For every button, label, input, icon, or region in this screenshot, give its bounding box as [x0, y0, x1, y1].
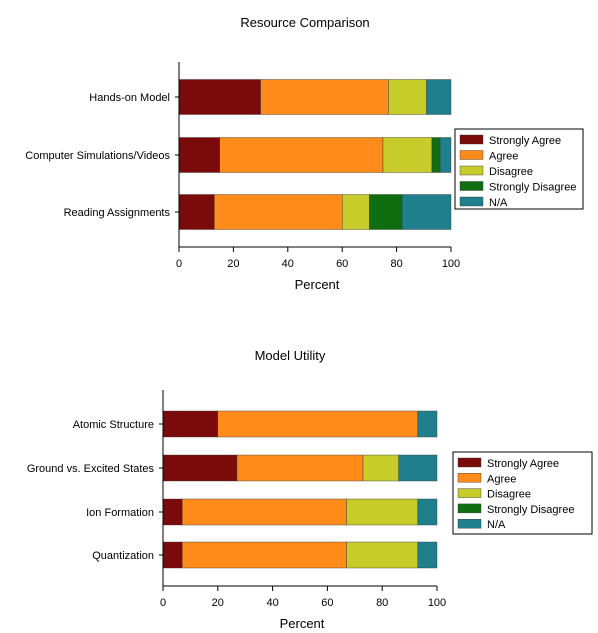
legend-swatch — [459, 165, 484, 176]
legend-label: N/A — [489, 197, 508, 209]
x-axis-title: Percent — [295, 277, 340, 292]
bar-segment — [178, 79, 261, 115]
x-tick-label: 80 — [390, 258, 402, 270]
x-tick-label: 100 — [442, 258, 460, 270]
category-label: Atomic Structure — [73, 419, 154, 431]
bar-segment — [162, 498, 183, 526]
category-label: Quantization — [92, 550, 154, 562]
bar-segment — [439, 137, 452, 173]
x-tick-label: 40 — [266, 597, 278, 609]
bar-segment — [162, 454, 238, 482]
chart-title: Resource Comparison — [240, 15, 369, 30]
x-axis-title: Percent — [280, 616, 325, 628]
bar-segment — [388, 79, 427, 115]
bar-segment — [369, 194, 403, 230]
bar-segment — [398, 454, 438, 482]
x-tick-label: 60 — [336, 258, 348, 270]
legend-swatch — [457, 473, 482, 483]
bar-segment — [219, 137, 384, 173]
bar-segment — [214, 194, 343, 230]
bar-segment — [382, 137, 433, 173]
legend-label: Agree — [487, 473, 516, 485]
bar-segment — [346, 541, 419, 569]
x-tick-label: 0 — [176, 258, 182, 270]
bar-segment — [217, 410, 419, 438]
legend-label: Disagree — [487, 489, 531, 501]
bar-segment — [417, 541, 438, 569]
legend-swatch — [457, 519, 482, 529]
legend-swatch — [459, 196, 484, 207]
bar-segment — [162, 541, 183, 569]
legend-swatch — [459, 134, 484, 145]
bar-segment — [181, 498, 347, 526]
bar-segment — [346, 498, 419, 526]
legend-swatch — [457, 503, 482, 514]
category-label: Computer Simulations/Videos — [25, 150, 170, 162]
bar-segment — [426, 79, 452, 115]
x-tick-label: 0 — [160, 597, 166, 609]
legend-swatch — [459, 181, 484, 191]
legend-label: Agree — [489, 151, 518, 163]
chart-panel-1: Resource Comparison Hands-on Model Compute… — [25, 15, 584, 292]
bar-segment — [181, 541, 347, 569]
x-tick-label: 80 — [376, 597, 388, 609]
legend-swatch — [457, 488, 482, 498]
bar-segment — [260, 79, 389, 115]
bar-segment — [342, 194, 370, 230]
x-tick-label: 20 — [212, 597, 224, 609]
legend-label: Strongly Agree — [489, 135, 561, 147]
legend-label: Strongly Disagree — [489, 182, 576, 194]
category-label: Reading Assignments — [64, 207, 171, 219]
bar-segment — [401, 194, 452, 230]
x-tick-label: 20 — [227, 258, 239, 270]
legend: Strongly Agree Agree Disagree Strongly Disa… — [452, 451, 593, 535]
category-label: Hands-on Model — [89, 92, 170, 104]
category-label: Ion Formation — [86, 507, 154, 519]
bar-segment — [431, 137, 441, 173]
bar-segment — [178, 194, 215, 230]
legend-label: Disagree — [489, 166, 533, 178]
legend-label: N/A — [487, 519, 506, 531]
legend-swatch — [459, 150, 484, 160]
bar-segment — [178, 137, 220, 173]
category-label: Ground vs. Excited States — [27, 463, 155, 475]
bar-segment — [236, 454, 364, 482]
legend-label: Strongly Agree — [487, 458, 559, 470]
bar-segment — [162, 410, 218, 438]
chart-title: Model Utility — [255, 348, 326, 363]
x-tick-label: 60 — [321, 597, 333, 609]
chart-panel-2: Model Utility Atomic Structure Ground vs. … — [27, 348, 593, 631]
legend-swatch — [457, 457, 482, 468]
legend-label: Strongly Disagree — [487, 504, 574, 516]
bar-segment — [417, 410, 438, 438]
x-tick-label: 100 — [428, 597, 446, 609]
x-tick-label: 40 — [282, 258, 294, 270]
bar-segment — [417, 498, 438, 526]
bar-segment — [362, 454, 399, 482]
legend: Strongly Agree Agree Disagree Strongly Disa… — [454, 128, 584, 210]
